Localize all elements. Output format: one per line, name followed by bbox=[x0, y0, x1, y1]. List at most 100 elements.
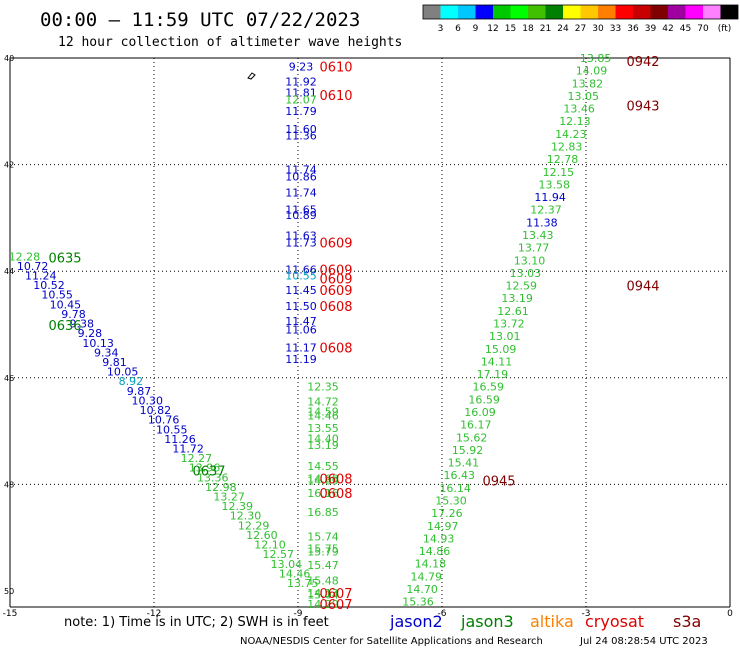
wave-height-value: 9.38 bbox=[69, 318, 94, 331]
wave-height-value: 10.76 bbox=[148, 414, 180, 427]
color-swatch bbox=[703, 5, 721, 19]
wave-height-value: 13.55 bbox=[307, 422, 339, 435]
wave-height-value: 14.86 bbox=[419, 545, 451, 558]
wave-height-value: 10.05 bbox=[107, 366, 139, 379]
wave-height-value: 11.38 bbox=[526, 216, 558, 229]
wave-height-value: 14.09 bbox=[576, 65, 608, 78]
color-swatch bbox=[633, 5, 651, 19]
wave-height-value: 12.13 bbox=[559, 115, 591, 128]
wave-height-value: 15.62 bbox=[456, 431, 488, 444]
x-tick-label: -3 bbox=[582, 609, 591, 619]
wave-height-value: 11.79 bbox=[285, 105, 317, 118]
wave-height-value: 11.92 bbox=[285, 75, 317, 88]
y-tick-label: 46 bbox=[4, 374, 14, 383]
colorbar-tick-label: 15 bbox=[505, 24, 516, 34]
wave-height-value: 13.75 bbox=[287, 577, 319, 590]
legend-jason3: jason3 bbox=[460, 612, 514, 631]
x-tick-label: 0 bbox=[727, 609, 733, 619]
plot-area: -15 -12 -9 -6 -3 0 40 42 44 46 48 50 9.2311.9211.81… bbox=[3, 52, 733, 619]
wave-height-value: 16.09 bbox=[464, 406, 496, 419]
chart-subtitle: 12 hour collection of altimeter wave hei… bbox=[58, 35, 402, 50]
wave-height-value: 14.29 bbox=[307, 598, 339, 611]
timestamp: Jul 24 08:28:54 UTC 2023 bbox=[579, 636, 708, 647]
y-tick-label: 50 bbox=[4, 587, 14, 596]
wave-height-value: 12.10 bbox=[254, 539, 286, 552]
wave-height-value: 15.75 bbox=[307, 542, 339, 555]
pass-time-label: 0610 bbox=[319, 61, 352, 76]
wave-height-value: 15.36 bbox=[402, 596, 434, 609]
wave-height-value: 11.17 bbox=[285, 341, 317, 354]
colorbar-tick-label: 42 bbox=[662, 24, 673, 34]
wave-height-value: 12.59 bbox=[506, 280, 538, 293]
gridlines bbox=[10, 58, 730, 607]
axis-tick-labels: -15 -12 -9 -6 -3 0 40 42 44 46 48 50 bbox=[3, 54, 733, 619]
colorbar-tick-label: 6 bbox=[455, 24, 461, 34]
wave-height-value: 16.59 bbox=[468, 393, 500, 406]
wave-height-value: 12.30 bbox=[230, 510, 262, 523]
colorbar-unit: (ft) bbox=[718, 24, 732, 34]
wave-height-value: 14.72 bbox=[307, 395, 339, 408]
wave-height-value: 16.85 bbox=[307, 506, 339, 519]
pass-time-label: 0944 bbox=[626, 280, 659, 295]
wave-height-value: 11.66 bbox=[285, 264, 317, 277]
wave-height-value: 16.43 bbox=[444, 469, 476, 482]
wave-height-value: 13.85 bbox=[580, 52, 612, 65]
wave-height-value: 12.61 bbox=[497, 305, 529, 318]
colorbar-tick-label: 9 bbox=[473, 24, 479, 34]
color-swatch bbox=[685, 5, 703, 19]
wave-height-value: 11.06 bbox=[285, 323, 317, 336]
wave-height-value: 14.40 bbox=[307, 433, 339, 446]
colorbar-tick-label: 18 bbox=[522, 24, 534, 34]
wave-height-value: 14.68 bbox=[307, 473, 339, 486]
wave-height-value: 12.98 bbox=[205, 481, 237, 494]
wave-height-value: 14.59 bbox=[307, 405, 339, 418]
wave-height-value: 14.11 bbox=[481, 355, 513, 368]
wave-height-value: 9.87 bbox=[127, 385, 152, 398]
wave-height-value: 13.04 bbox=[271, 558, 303, 571]
color-swatch bbox=[475, 5, 493, 19]
pass-time-label: 0609 bbox=[319, 284, 352, 299]
color-swatch bbox=[650, 5, 668, 19]
x-tick-label: -9 bbox=[294, 609, 303, 619]
wave-height-value: 12.60 bbox=[246, 529, 278, 542]
colorbar-tick-label: 33 bbox=[610, 24, 621, 34]
pass-time-label: 0607 bbox=[319, 587, 352, 602]
wave-height-value: 10.55 bbox=[156, 423, 188, 436]
wave-height-value: 14.79 bbox=[411, 570, 443, 583]
wave-height-value: 10.86 bbox=[285, 170, 317, 183]
colorbar-tick-label: 45 bbox=[680, 24, 691, 34]
wave-height-value: 11.94 bbox=[534, 191, 566, 204]
color-swatch bbox=[423, 5, 441, 19]
wave-height-value: 11.65 bbox=[285, 203, 317, 216]
wave-height-value: 16.59 bbox=[472, 381, 504, 394]
y-tick-label: 44 bbox=[4, 267, 14, 276]
pass-time-label: 0607 bbox=[319, 598, 352, 613]
wave-height-value: 14.46 bbox=[307, 410, 339, 423]
wave-height-value: 13.43 bbox=[522, 229, 554, 242]
wave-height-value: 13.72 bbox=[493, 318, 525, 331]
wave-height-value: 10.55 bbox=[285, 269, 317, 282]
wave-height-value: 11.19 bbox=[285, 353, 317, 366]
wave-height-value: 14.55 bbox=[307, 460, 339, 473]
color-swatch bbox=[720, 5, 738, 19]
wave-height-value: 9.28 bbox=[78, 327, 103, 340]
color-swatch bbox=[440, 5, 458, 19]
wave-height-value: 11.72 bbox=[172, 442, 204, 455]
pass-time-label: 0609 bbox=[319, 264, 352, 279]
wave-height-value: 14.18 bbox=[415, 558, 447, 571]
y-tick-label: 48 bbox=[4, 480, 14, 489]
wave-height-value: 12.78 bbox=[547, 153, 579, 166]
wave-height-value: 15.92 bbox=[452, 444, 484, 457]
wave-height-value: 9.78 bbox=[61, 308, 86, 321]
x-tick-label: -15 bbox=[3, 609, 18, 619]
wave-height-value: 15.47 bbox=[307, 559, 339, 572]
wave-height-value: 14.46 bbox=[279, 567, 311, 580]
colorbar-tick-label: 21 bbox=[540, 24, 551, 34]
wave-height-value: 15.48 bbox=[307, 574, 339, 587]
pass-time-label: 0635 bbox=[48, 251, 81, 266]
wave-height-value: 10.89 bbox=[285, 209, 317, 222]
legend-s3a: s3a bbox=[673, 612, 701, 631]
wave-height-value: 9.81 bbox=[102, 356, 127, 369]
wave-height-value: 13.03 bbox=[510, 267, 542, 280]
